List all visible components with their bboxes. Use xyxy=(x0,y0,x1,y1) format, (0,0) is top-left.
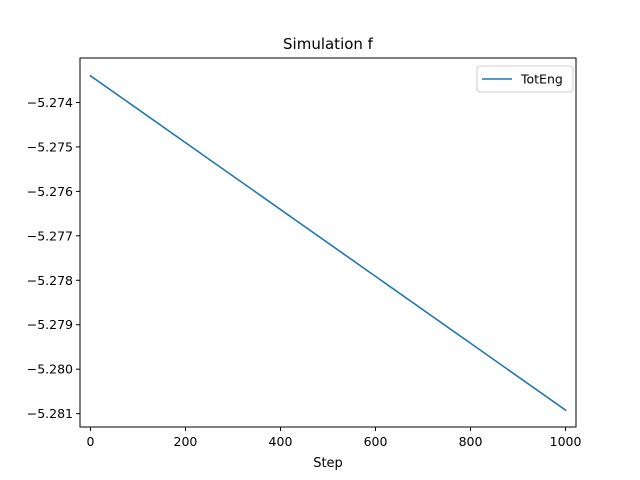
y-tick-label: −5.275 xyxy=(27,139,73,154)
y-tick-label: −5.274 xyxy=(27,95,73,110)
y-axis: −5.274 −5.275 −5.276 −5.277 −5.278 −5.279 −5.2… xyxy=(27,95,80,421)
x-tick-label: 200 xyxy=(174,434,198,449)
y-tick-label: −5.279 xyxy=(27,317,73,332)
legend: TotEng xyxy=(476,65,574,93)
y-tick-label: −5.281 xyxy=(27,406,73,421)
y-tick-label: −5.277 xyxy=(27,228,73,243)
y-tick-label: −5.278 xyxy=(27,273,73,288)
series-line-toteng xyxy=(89,74,567,412)
x-tick-label: 1000 xyxy=(550,434,582,449)
y-tick-label: −5.276 xyxy=(27,184,73,199)
x-axis: 0 200 400 600 800 1000 xyxy=(86,427,582,449)
plot-frame xyxy=(79,57,577,428)
legend-label-totEng: TotEng xyxy=(520,72,563,87)
chart-title: Simulation f xyxy=(283,35,374,53)
x-tick-label: 600 xyxy=(364,434,388,449)
legend-box xyxy=(476,65,574,93)
x-tick-label: 800 xyxy=(459,434,483,449)
x-tick-label: 0 xyxy=(86,434,94,449)
x-tick-label: 400 xyxy=(269,434,293,449)
plot-content xyxy=(89,74,567,412)
x-axis-label: Step xyxy=(313,456,343,471)
y-tick-label: −5.280 xyxy=(27,362,73,377)
